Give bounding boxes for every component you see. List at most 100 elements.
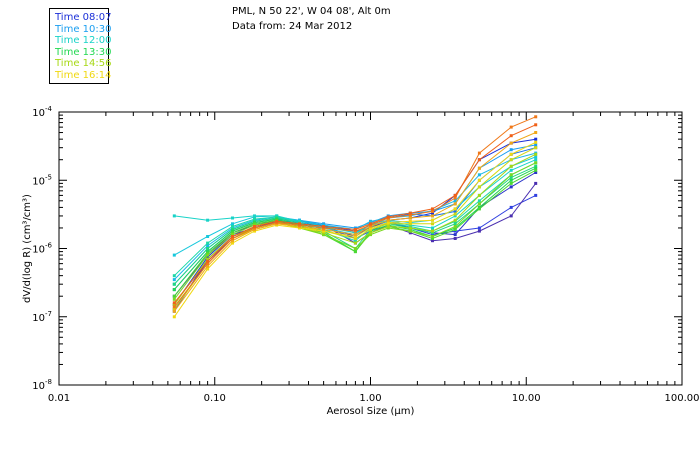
data-point	[453, 193, 457, 197]
data-point	[369, 233, 372, 237]
data-point	[172, 297, 176, 301]
series-line	[173, 194, 536, 312]
data-point	[386, 215, 390, 219]
data-point	[431, 218, 434, 222]
data-point	[206, 241, 210, 245]
data-point	[453, 207, 457, 211]
data-point	[353, 247, 357, 250]
series-line	[173, 147, 536, 310]
data-point	[534, 152, 538, 156]
data-point	[386, 225, 390, 228]
data-point	[453, 237, 457, 240]
data-point	[534, 168, 538, 172]
data-point	[534, 115, 538, 119]
data-point	[431, 209, 434, 213]
data-point	[453, 218, 457, 222]
data-point	[369, 231, 372, 235]
data-point	[206, 262, 210, 266]
data-point	[353, 229, 357, 233]
x-tick-label: 10.00	[512, 393, 541, 404]
data-point	[431, 226, 434, 230]
legend-entry: Time 13:30	[55, 46, 112, 58]
data-point	[275, 219, 279, 223]
data-point	[534, 143, 538, 147]
series-line	[173, 152, 536, 280]
data-point	[231, 237, 234, 240]
data-point	[172, 278, 176, 282]
legend-entry: Time 12:00	[55, 35, 112, 46]
data-point	[477, 173, 481, 177]
data-point	[534, 131, 538, 134]
data-point	[231, 235, 234, 238]
data-point	[477, 226, 481, 230]
data-point	[172, 274, 176, 278]
chart-title-location: PML, N 50 22', W 04 08', Alt 0m	[232, 6, 391, 17]
data-point	[353, 239, 357, 243]
data-point	[431, 237, 434, 240]
plot-frame	[58, 111, 683, 386]
data-point	[408, 226, 412, 230]
data-point	[172, 301, 176, 305]
data-point	[206, 244, 210, 248]
data-point	[408, 219, 412, 223]
data-point	[408, 213, 412, 217]
legend: Time 08:07 Time 10:30 Time 12:00 Time 13:30…	[49, 8, 112, 84]
series-line	[173, 172, 536, 297]
data-point	[253, 229, 256, 233]
data-point	[431, 222, 434, 226]
data-point	[534, 181, 538, 185]
data-point	[206, 218, 210, 222]
data-point	[534, 146, 538, 150]
data-point	[509, 178, 513, 182]
data-point	[477, 207, 481, 211]
data-point	[206, 250, 210, 254]
series-line	[173, 124, 536, 304]
data-point	[453, 233, 457, 237]
data-point	[353, 237, 357, 240]
data-point	[453, 196, 457, 200]
data-point	[386, 218, 390, 222]
data-point	[431, 211, 434, 215]
x-tick-label: 100.00	[665, 393, 700, 404]
data-point	[509, 148, 513, 152]
data-point	[322, 225, 326, 228]
data-point	[231, 241, 234, 245]
data-point	[453, 209, 457, 213]
series-line	[173, 165, 536, 285]
x-axis-label: Aerosol Size (µm)	[327, 406, 415, 417]
legend-entry: Time 08:07	[55, 12, 112, 23]
data-point	[453, 225, 457, 228]
data-point	[534, 155, 538, 159]
data-point	[253, 214, 256, 218]
data-point	[431, 229, 434, 233]
data-point	[534, 171, 538, 174]
data-point	[509, 152, 513, 156]
data-point	[431, 207, 434, 211]
data-point	[477, 199, 481, 203]
legend-entry: Time 16:14	[55, 69, 112, 81]
data-point	[477, 158, 481, 162]
data-point	[453, 212, 457, 216]
x-tick-label: 0.01	[48, 393, 70, 404]
data-point	[231, 216, 234, 220]
data-point	[431, 235, 434, 238]
data-point	[353, 228, 357, 231]
series-line	[173, 132, 536, 312]
data-point	[206, 253, 210, 257]
data-point	[431, 214, 434, 218]
series-layer	[172, 115, 538, 319]
x-tick-label: 1.00	[359, 393, 381, 404]
data-point	[408, 231, 412, 235]
y-axis-label: dV/d(log R) (cm³/cm³)	[22, 194, 33, 303]
axis-labels: 0.01 0.10 1.00 10.00 100.00 10-4 10-5 10-6 10-7 1…	[22, 105, 700, 417]
data-point	[172, 253, 176, 257]
series-line	[173, 116, 536, 308]
y-tick-label: 10-6	[32, 242, 52, 256]
data-point	[172, 309, 176, 313]
data-point	[509, 205, 513, 209]
data-point	[509, 175, 513, 179]
data-point	[453, 214, 457, 218]
data-point	[477, 202, 481, 206]
x-tick-label: 0.10	[204, 393, 226, 404]
